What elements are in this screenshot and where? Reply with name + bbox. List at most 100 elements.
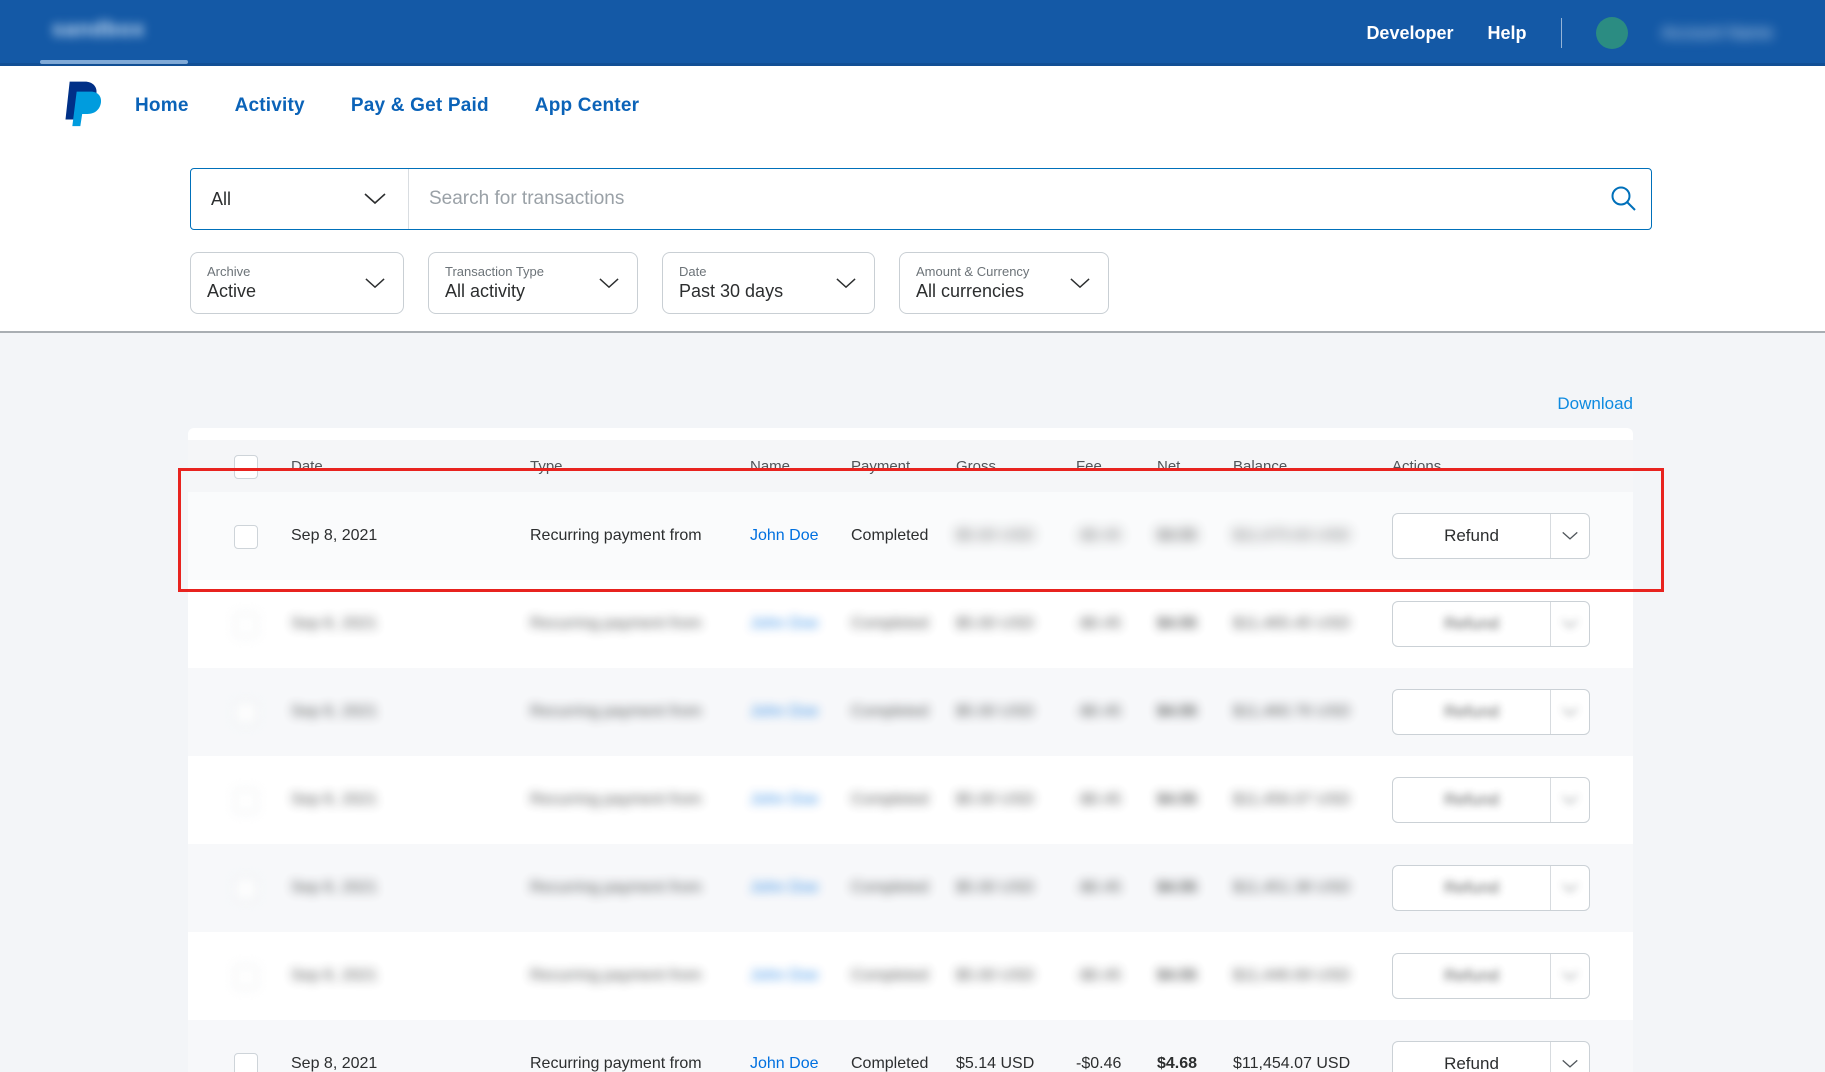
- refund-button-divider: [1550, 690, 1551, 734]
- chevron-down-icon: [365, 277, 385, 288]
- chevron-down-icon: [1562, 531, 1578, 540]
- cell-net-masked: $4.55: [1157, 703, 1198, 720]
- column-header-payment[interactable]: Payment: [851, 457, 911, 475]
- column-header-net[interactable]: Net: [1157, 457, 1181, 475]
- cell-fee: -$0.46: [1076, 1055, 1122, 1072]
- filter-archive-label: Archive: [207, 264, 251, 279]
- table-row[interactable]: Sep 8, 2021 Recurring payment from John …: [188, 756, 1633, 844]
- cell-fee-masked: -$0.45: [1076, 615, 1122, 632]
- top-bar: sandbox Developer Help Account Name: [0, 0, 1825, 66]
- cell-date-masked: Sep 8, 2021: [291, 967, 378, 984]
- column-header-gross[interactable]: Gross: [956, 457, 997, 475]
- row-checkbox[interactable]: [234, 877, 258, 901]
- cell-name-masked[interactable]: John Doe: [750, 879, 819, 896]
- table-row[interactable]: Sep 8, 2021 Recurring payment from John …: [188, 1020, 1633, 1072]
- developer-link[interactable]: Developer: [1366, 22, 1454, 43]
- refund-button-divider: [1550, 954, 1551, 998]
- cell-payment: Completed: [851, 527, 929, 544]
- select-all-checkbox[interactable]: [234, 455, 258, 479]
- search-category-value: All: [211, 188, 232, 209]
- column-header-name[interactable]: Name: [750, 457, 791, 475]
- refund-button[interactable]: Refund: [1392, 513, 1590, 559]
- refund-dropdown-toggle[interactable]: [1551, 707, 1589, 717]
- row-checkbox[interactable]: [234, 701, 258, 725]
- cell-name-masked[interactable]: John Doe: [750, 703, 819, 720]
- download-link[interactable]: Download: [1557, 394, 1633, 413]
- cell-type-masked: Recurring payment from: [530, 791, 702, 808]
- refund-dropdown-toggle[interactable]: [1551, 531, 1589, 541]
- filter-amount-currency[interactable]: Amount & Currency All currencies: [899, 252, 1109, 314]
- cell-gross: $5.14 USD: [956, 1055, 1035, 1072]
- refund-button[interactable]: Refund: [1392, 601, 1590, 647]
- sandbox-logo-masked: sandbox: [52, 18, 146, 41]
- cell-gross-masked: $5.00 USD: [956, 791, 1035, 808]
- cell-net-masked: $4.55: [1157, 527, 1198, 544]
- filter-archive[interactable]: Archive Active: [190, 252, 404, 314]
- help-link[interactable]: Help: [1487, 22, 1527, 43]
- refund-button[interactable]: Refund: [1392, 865, 1590, 911]
- refund-button[interactable]: Refund: [1392, 1041, 1590, 1072]
- nav-item-home[interactable]: Home: [135, 94, 189, 116]
- refund-button-divider: [1550, 1042, 1551, 1072]
- refund-dropdown-toggle[interactable]: [1551, 795, 1589, 805]
- cell-type-masked: Recurring payment from: [530, 703, 702, 720]
- cell-name-masked[interactable]: John Doe: [750, 615, 819, 632]
- active-tab-underline: [40, 60, 188, 64]
- nav-item-app-center[interactable]: App Center: [534, 94, 640, 116]
- filter-date-value: Past 30 days: [679, 281, 784, 301]
- chevron-down-icon: [364, 193, 386, 205]
- table-row[interactable]: Sep 8, 2021 Recurring payment from John …: [188, 932, 1633, 1020]
- cell-payment: Completed: [851, 1055, 929, 1072]
- cell-net-masked: $4.55: [1157, 967, 1198, 984]
- nav-item-activity[interactable]: Activity: [234, 94, 305, 116]
- refund-dropdown-toggle[interactable]: [1551, 619, 1589, 629]
- filter-transaction-type[interactable]: Transaction Type All activity: [428, 252, 638, 314]
- refund-button[interactable]: Refund: [1392, 689, 1590, 735]
- filter-date[interactable]: Date Past 30 days: [662, 252, 875, 314]
- cell-gross-masked: $5.00 USD: [956, 967, 1035, 984]
- refund-button-divider: [1550, 514, 1551, 558]
- section-divider: [0, 331, 1825, 333]
- cell-name-link[interactable]: John Doe: [750, 527, 819, 544]
- column-header-actions[interactable]: Actions: [1392, 457, 1442, 475]
- refund-dropdown-toggle[interactable]: [1551, 971, 1589, 981]
- user-name-masked: Account Name: [1661, 23, 1774, 42]
- row-checkbox[interactable]: [234, 613, 258, 637]
- row-checkbox[interactable]: [234, 965, 258, 989]
- column-header-balance[interactable]: Balance: [1233, 457, 1288, 475]
- cell-net-masked: $4.55: [1157, 879, 1198, 896]
- cell-name-masked[interactable]: John Doe: [750, 967, 819, 984]
- table-row[interactable]: Sep 8, 2021 Recurring payment from John …: [188, 668, 1633, 756]
- row-checkbox[interactable]: [234, 1053, 258, 1072]
- filter-transaction-type-value: All activity: [445, 281, 526, 301]
- search-category-dropdown[interactable]: All: [191, 169, 408, 229]
- table-row[interactable]: Sep 8, 2021 Recurring payment from John …: [188, 844, 1633, 932]
- search-button[interactable]: [1595, 184, 1651, 214]
- chevron-down-icon: [1562, 971, 1578, 980]
- column-header-type[interactable]: Type: [530, 457, 563, 475]
- table-row[interactable]: Sep 8, 2021 Recurring payment from John …: [188, 492, 1633, 580]
- column-header-date[interactable]: Date: [291, 457, 323, 475]
- refund-button-label: Refund: [1444, 790, 1499, 809]
- refund-button[interactable]: Refund: [1392, 953, 1590, 999]
- user-avatar[interactable]: [1595, 17, 1628, 49]
- refund-dropdown-toggle[interactable]: [1551, 1059, 1589, 1069]
- row-checkbox[interactable]: [234, 525, 258, 549]
- cell-balance-masked: $11,446.69 USD: [1233, 967, 1351, 984]
- refund-dropdown-toggle[interactable]: [1551, 883, 1589, 893]
- row-checkbox[interactable]: [234, 789, 258, 813]
- chevron-down-icon: [1562, 883, 1578, 892]
- nav-item-pay-get-paid[interactable]: Pay & Get Paid: [350, 94, 489, 116]
- search-divider: [408, 169, 409, 229]
- paypal-logo[interactable]: [58, 80, 104, 130]
- table-row[interactable]: Sep 8, 2021 Recurring payment from John …: [188, 580, 1633, 668]
- search-input[interactable]: [409, 188, 1595, 210]
- cell-name-link[interactable]: John Doe: [750, 1055, 819, 1072]
- cell-name-masked[interactable]: John Doe: [750, 791, 819, 808]
- filter-amount-currency-label: Amount & Currency: [916, 264, 1030, 279]
- refund-button[interactable]: Refund: [1392, 777, 1590, 823]
- column-header-fee[interactable]: Fee: [1076, 457, 1102, 475]
- cell-type-masked: Recurring payment from: [530, 879, 702, 896]
- cell-balance-masked: $11,675.63 USD: [1233, 527, 1351, 544]
- search-section: All Archive Active Transaction Type Al: [0, 145, 1825, 331]
